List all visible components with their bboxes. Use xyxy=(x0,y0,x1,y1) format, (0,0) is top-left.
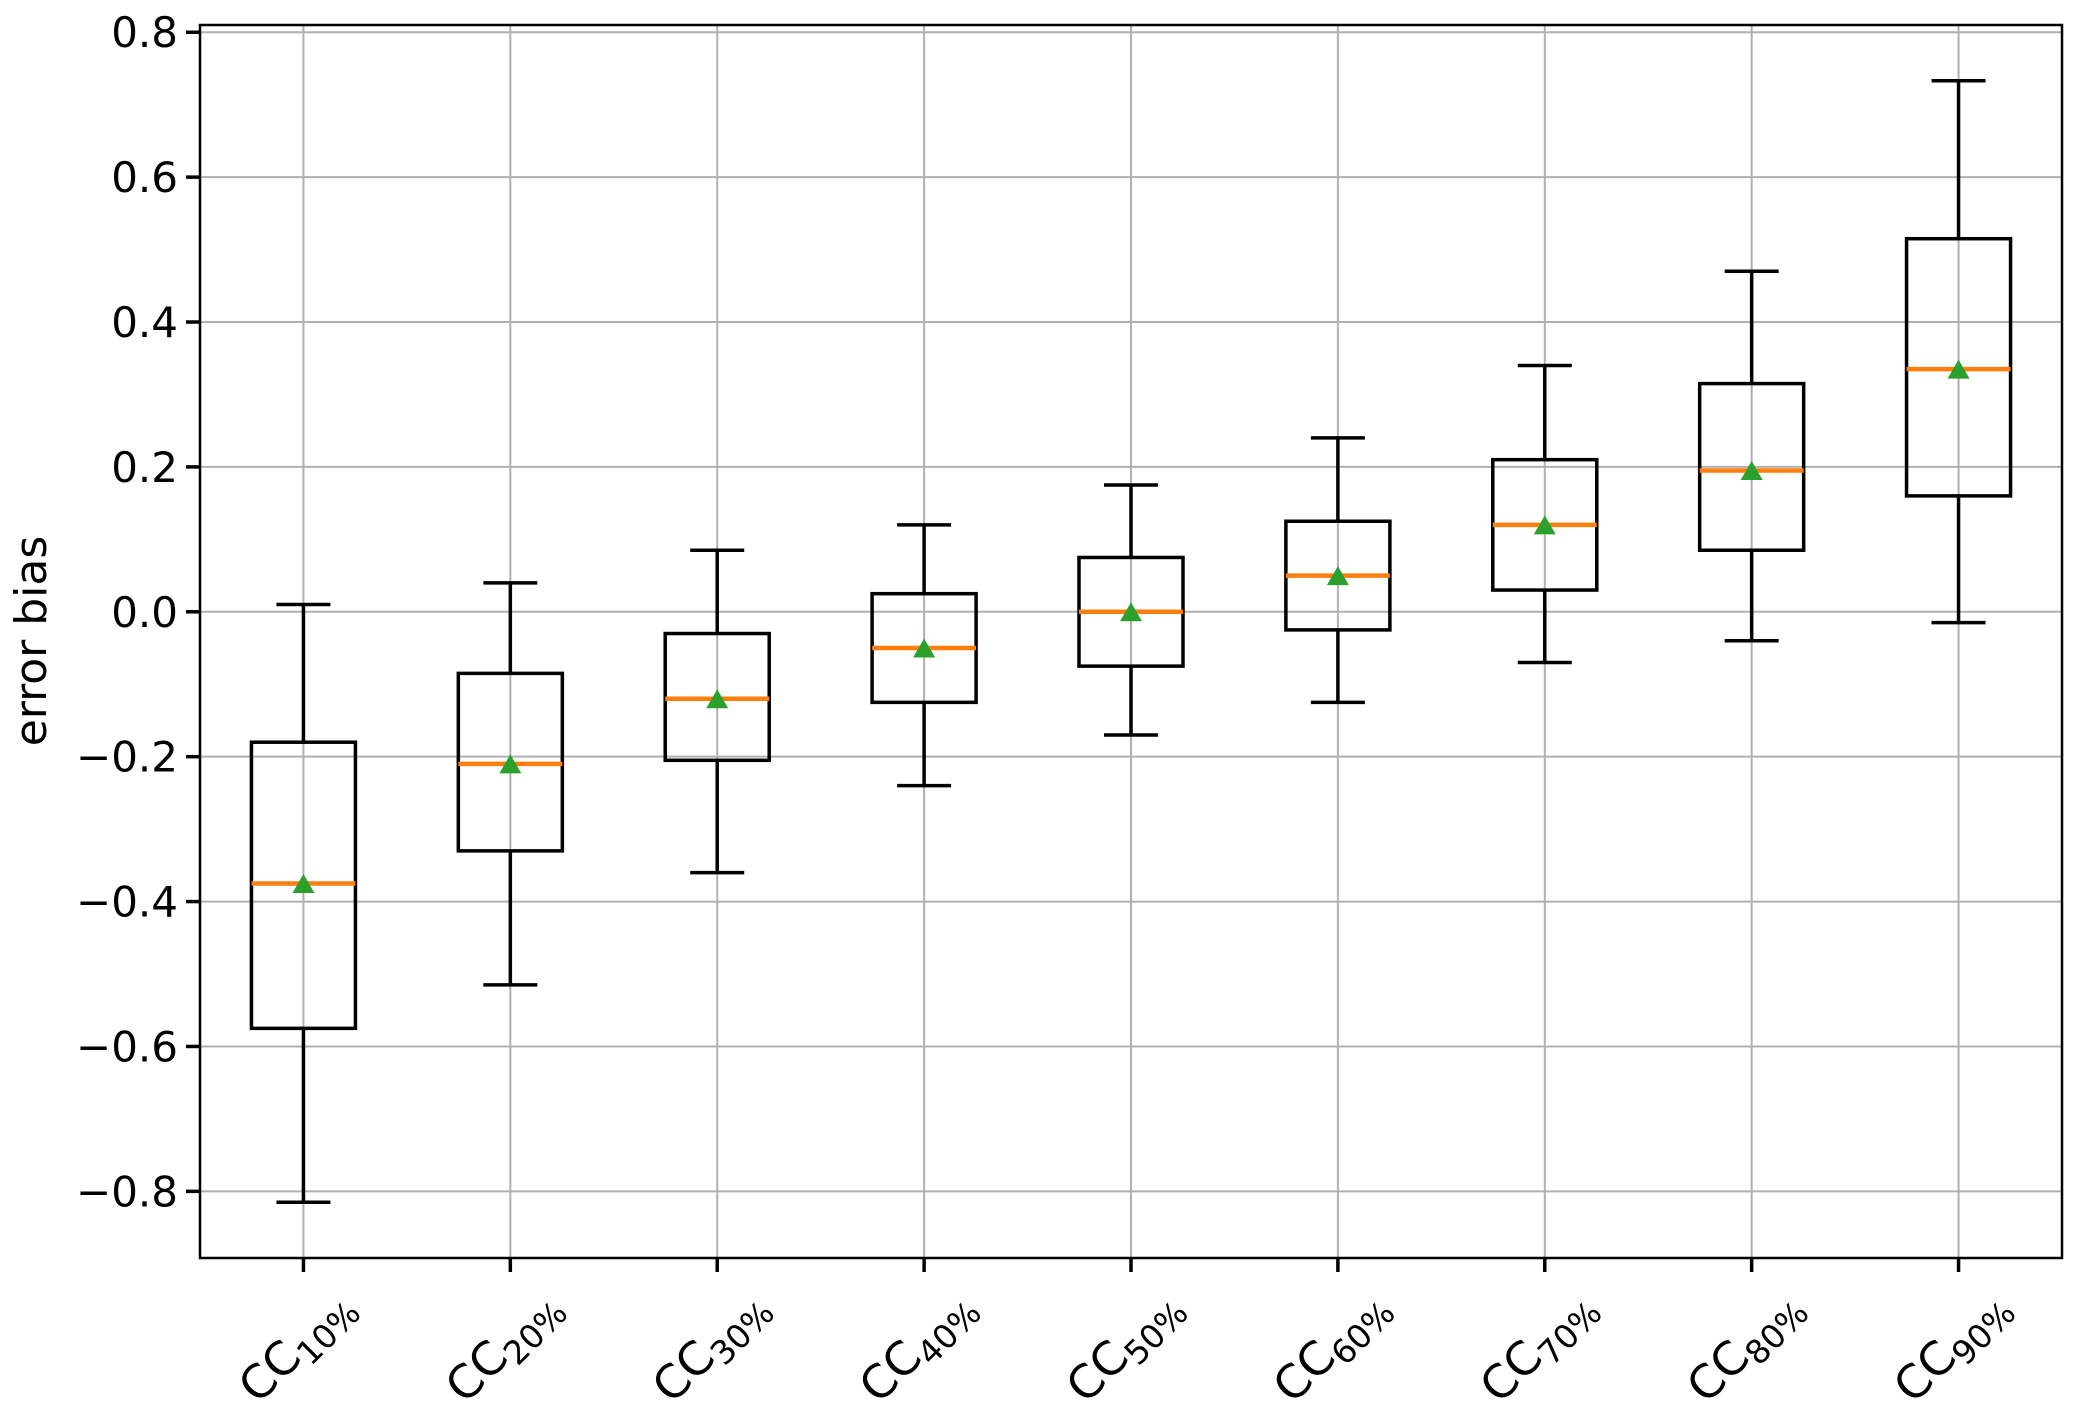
x-tick-label: CC40% xyxy=(848,1278,988,1418)
mean-marker xyxy=(1947,359,1970,379)
x-tick-label: CC50% xyxy=(1055,1278,1195,1418)
boxplot-group xyxy=(1904,79,2013,625)
y-tick-label: 0.2 xyxy=(111,443,178,492)
y-tick-label: −0.4 xyxy=(76,878,178,927)
iqr-box xyxy=(1697,381,1806,552)
box-layer xyxy=(249,79,2013,1204)
boxplot-group xyxy=(456,581,565,987)
mean-marker xyxy=(706,689,729,709)
y-axis-label: error bias xyxy=(6,536,57,747)
x-tick-label: CC20% xyxy=(435,1278,575,1418)
y-tick-label: 0.0 xyxy=(111,588,178,637)
y-tick-label: 0.8 xyxy=(111,8,178,57)
y-tick-label: 0.6 xyxy=(111,153,178,202)
boxplot-group xyxy=(1491,363,1599,665)
boxplot-group xyxy=(1284,436,1392,705)
x-tick-label: CC90% xyxy=(1883,1278,2023,1418)
boxplot-group xyxy=(870,523,978,788)
y-tick-label: 0.4 xyxy=(111,298,178,347)
x-tick-label: CC80% xyxy=(1676,1278,1816,1418)
y-tick-label: −0.2 xyxy=(76,733,178,782)
boxplot-group xyxy=(249,602,358,1204)
y-tick-label: −0.8 xyxy=(76,1167,178,1216)
mean-marker xyxy=(913,638,936,658)
x-tick-label: CC30% xyxy=(642,1278,782,1418)
mean-marker xyxy=(292,873,315,893)
x-tick-label: CC60% xyxy=(1262,1278,1402,1418)
x-tick-label: CC10% xyxy=(228,1278,368,1418)
x-tick-label: CC70% xyxy=(1469,1278,1609,1418)
mean-marker xyxy=(1533,515,1556,535)
mean-marker xyxy=(1326,566,1349,586)
boxplot-group xyxy=(1077,483,1185,737)
mean-marker xyxy=(1740,461,1763,481)
grid-layer xyxy=(200,25,2062,1258)
tick-layer: 0.8 0.6 0.4 0.2 0.0 −0.2 −0.4 −0.6 −0.8 CC10% CC20… xyxy=(76,8,2023,1418)
boxplot-group xyxy=(1697,269,1806,643)
mean-marker xyxy=(1120,602,1142,622)
y-tick-label: −0.6 xyxy=(76,1022,178,1071)
boxplot-group xyxy=(663,548,771,875)
mean-marker xyxy=(499,754,522,774)
